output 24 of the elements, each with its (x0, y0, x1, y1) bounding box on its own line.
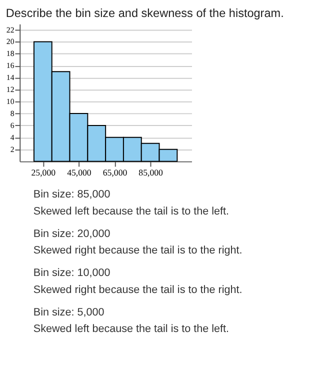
text: Bin size: 85,000 (33, 188, 110, 201)
y-tick-label: 4 (10, 132, 14, 142)
y-tick-label: 14 (6, 73, 14, 82)
y-tick-label: 20 (6, 37, 14, 46)
y-tick-label: 10 (6, 96, 14, 106)
x-tick-label: 25,000 (31, 168, 56, 178)
y-tick-label: 6 (10, 120, 14, 130)
x-tick-label: 65,000 (102, 168, 128, 178)
text: Skewed right because the tail is to the right. (33, 284, 242, 296)
y-tick-label: 16 (6, 61, 14, 70)
text: Skewed left because the tail is to the left. (33, 323, 230, 336)
text: Bin size: 5,000 (33, 306, 104, 318)
y-tick-label: 8 (10, 108, 14, 118)
chart-title: Describe the bin size and skewness of the histogram. (6, 6, 284, 20)
text: Skewed right because the tail is to the right. (33, 244, 242, 257)
y-tick-label: 18 (6, 49, 14, 58)
y-tick-label: 12 (6, 85, 14, 94)
text: Bin size: 20,000 (33, 228, 110, 240)
y-tick-label: 22 (6, 25, 14, 34)
x-tick-label: 85,000 (138, 168, 164, 178)
text: Skewed left because the tail is to the left. (33, 205, 230, 218)
x-tick-label: 45,000 (67, 168, 92, 178)
text: Bin size: 10,000 (33, 267, 110, 280)
y-tick-label: 2 (10, 144, 14, 154)
